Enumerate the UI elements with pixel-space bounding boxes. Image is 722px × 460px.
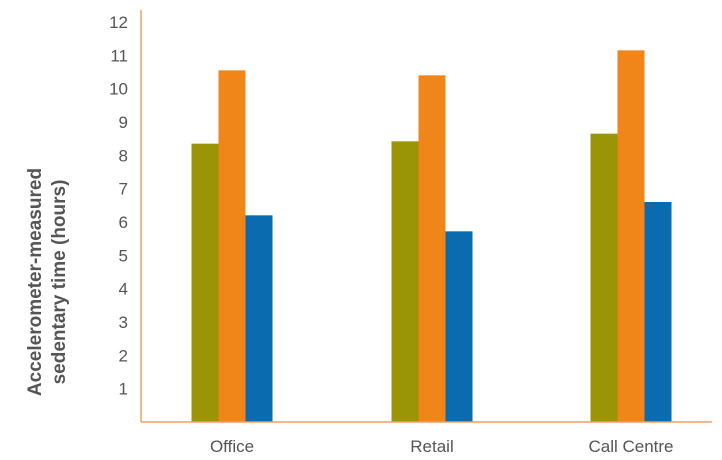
y-tick-label-10: 10 bbox=[109, 80, 128, 99]
y-axis-title: Accelerometer-measured sedentary time (h… bbox=[25, 168, 70, 396]
bar-call-centre-series-1 bbox=[590, 133, 618, 422]
x-category-labels: Office Retail Call Centre bbox=[210, 437, 674, 456]
y-tick-label-7: 7 bbox=[119, 180, 128, 199]
bar-office-series-3 bbox=[245, 215, 273, 422]
bar-call-centre-series-3 bbox=[644, 202, 672, 422]
y-tick-label-9: 9 bbox=[119, 113, 128, 132]
bar-retail-series-2 bbox=[418, 75, 446, 422]
y-tick-label-2: 2 bbox=[119, 346, 128, 365]
bar-office-series-2 bbox=[218, 70, 246, 422]
y-tick-label-12: 12 bbox=[109, 13, 128, 32]
y-tick-label-3: 3 bbox=[119, 313, 128, 332]
bar-office-series-1 bbox=[191, 143, 219, 422]
y-tick-label-11: 11 bbox=[110, 46, 128, 65]
y-tick-label-6: 6 bbox=[119, 213, 128, 232]
y-axis-title-line-2: sedentary time (hours) bbox=[49, 180, 70, 385]
x-category-label-call-centre: Call Centre bbox=[588, 437, 673, 456]
x-category-label-office: Office bbox=[210, 437, 254, 456]
bar-retail-series-1 bbox=[391, 141, 419, 423]
bar-call-centre-series-2 bbox=[617, 50, 645, 422]
y-tick-label-8: 8 bbox=[119, 146, 128, 165]
y-axis-title-line-1: Accelerometer-measured bbox=[25, 168, 46, 396]
bars-layer bbox=[191, 50, 672, 423]
x-category-label-retail: Retail bbox=[410, 437, 453, 456]
y-tick-label-5: 5 bbox=[119, 246, 128, 265]
y-tick-label-1: 1 bbox=[119, 380, 128, 399]
bar-retail-series-3 bbox=[445, 231, 473, 422]
y-tick-label-4: 4 bbox=[119, 280, 128, 299]
